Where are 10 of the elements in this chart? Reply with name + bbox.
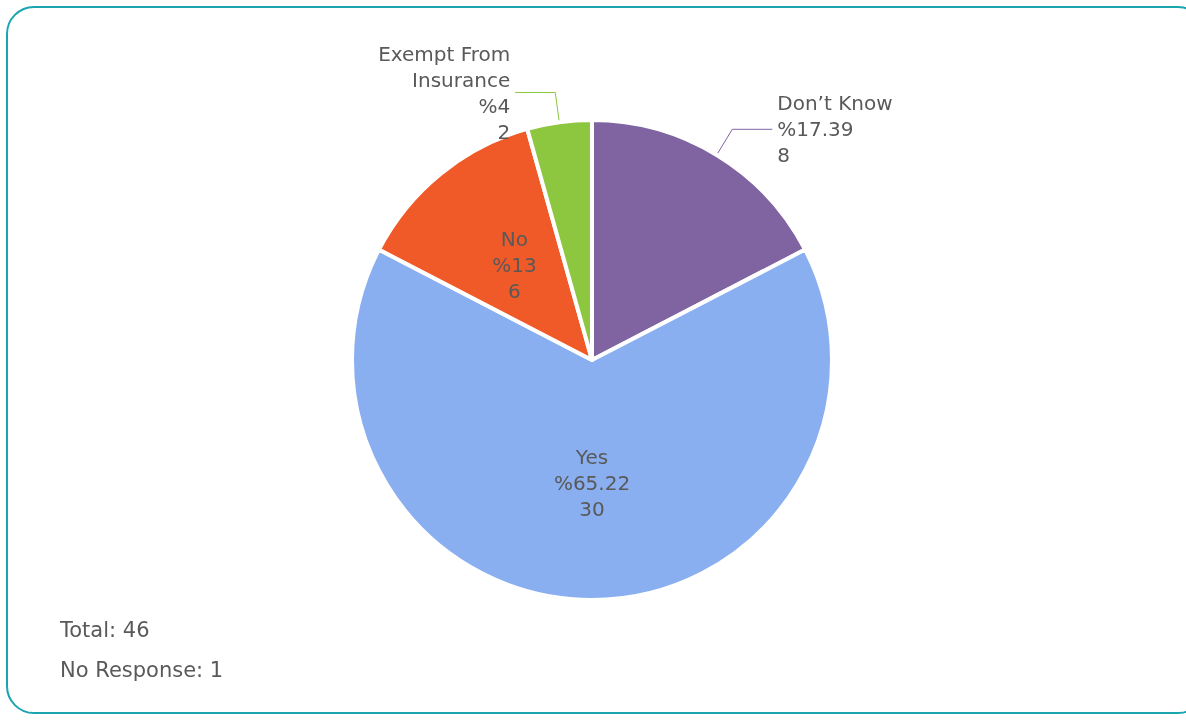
slice-label: No bbox=[500, 226, 528, 251]
data-label: %13 6 bbox=[492, 252, 537, 303]
data-label: %4 2 bbox=[478, 93, 511, 144]
slice-label: Exempt From Insurance bbox=[378, 41, 511, 92]
data-label: %65.22 30 bbox=[553, 471, 631, 521]
slice-label: Yes bbox=[574, 445, 609, 469]
text: No Response: 1 bbox=[60, 657, 224, 684]
data-label: %17.39 8 bbox=[777, 117, 854, 168]
slice-label: Don’t Know bbox=[777, 91, 893, 116]
text: Total: 46 bbox=[60, 617, 151, 644]
